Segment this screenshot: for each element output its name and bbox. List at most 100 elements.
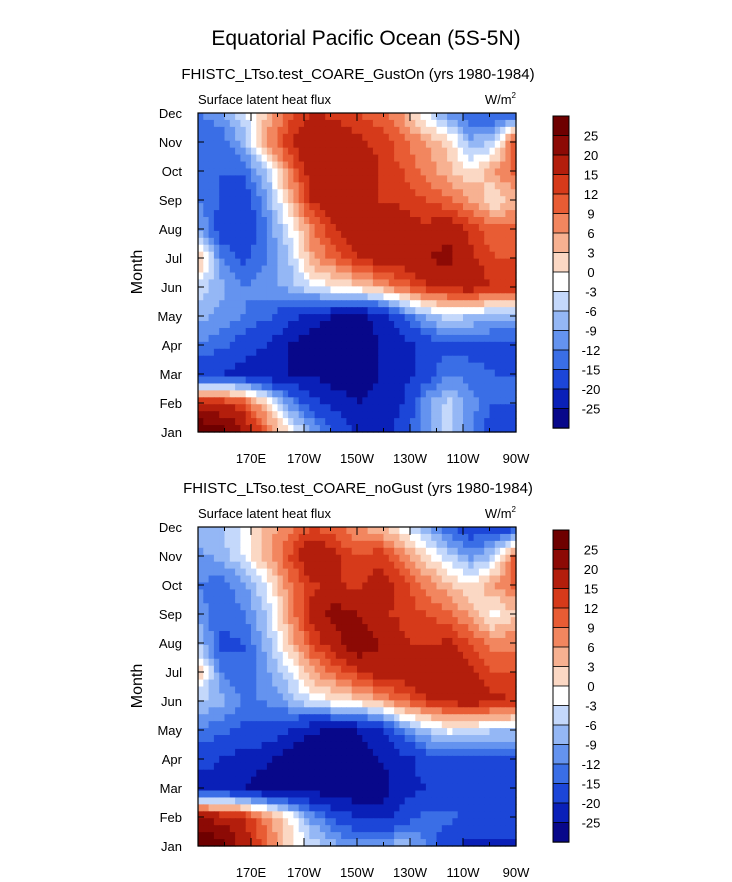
heatmap-cell xyxy=(388,658,395,667)
heatmap-cell xyxy=(240,741,247,750)
heatmap-cell xyxy=(240,651,247,660)
heatmap-cell xyxy=(351,126,358,135)
heatmap-cell xyxy=(372,411,379,419)
heatmap-cell xyxy=(357,223,363,232)
heatmap-cell xyxy=(394,223,400,232)
heatmap-cell xyxy=(229,265,236,274)
heatmap-cell xyxy=(489,596,496,604)
heatmap-cell xyxy=(468,327,475,336)
heatmap-cell xyxy=(245,644,252,653)
heatmap-cell xyxy=(425,596,432,604)
heatmap-cell xyxy=(478,721,485,729)
heatmap-cell xyxy=(198,390,204,398)
heatmap-cell xyxy=(277,637,284,646)
heatmap-cell xyxy=(229,376,236,385)
heatmap-cell xyxy=(404,610,411,618)
heatmap-cell xyxy=(298,527,305,535)
x-tick-label: 170W xyxy=(287,451,322,466)
heatmap-cell xyxy=(510,707,517,715)
heatmap-cell xyxy=(235,603,241,611)
heatmap-cell xyxy=(282,383,289,391)
heatmap-cell xyxy=(203,397,210,405)
heatmap-cell xyxy=(256,196,263,204)
heatmap-cell xyxy=(463,258,469,267)
heatmap-cell xyxy=(198,762,204,771)
heatmap-cell xyxy=(494,265,501,274)
heatmap-cell xyxy=(436,369,443,378)
heatmap-cell xyxy=(510,741,517,750)
heatmap-cell xyxy=(304,693,310,701)
heatmap-cell xyxy=(357,362,363,371)
heatmap-cell xyxy=(298,540,305,549)
heatmap-cell xyxy=(468,582,475,591)
heatmap-cell xyxy=(314,561,321,570)
heatmap-cell xyxy=(441,223,448,232)
heatmap-cell xyxy=(420,700,427,708)
heatmap-cell xyxy=(213,418,220,426)
heatmap-cell xyxy=(447,741,453,750)
heatmap-cell xyxy=(304,554,310,563)
heatmap-cell xyxy=(452,707,459,715)
heatmap-cell xyxy=(463,624,469,632)
heatmap-cell xyxy=(378,341,385,350)
heatmap-cell xyxy=(436,244,443,253)
heatmap-cell xyxy=(309,418,316,426)
heatmap-cell xyxy=(219,596,226,604)
heatmap-cell xyxy=(203,707,210,715)
heatmap-cell xyxy=(441,279,448,287)
y-axis-label: Month xyxy=(129,664,146,708)
heatmap-cell xyxy=(293,279,300,287)
heatmap-cell xyxy=(415,140,422,149)
heatmap-cell xyxy=(251,334,257,343)
heatmap-cell xyxy=(399,272,406,281)
heatmap-cell xyxy=(229,527,236,535)
heatmap-cell xyxy=(399,383,406,391)
heatmap-cell xyxy=(452,755,459,764)
heatmap-cell xyxy=(208,327,215,336)
heatmap-cell xyxy=(335,265,342,274)
heatmap-cell xyxy=(266,397,273,405)
heatmap-cell xyxy=(282,307,289,315)
heatmap-cell xyxy=(304,383,310,391)
heatmap-cell xyxy=(441,418,448,426)
heatmap-cell xyxy=(235,714,241,722)
heatmap-cell xyxy=(383,728,390,736)
heatmap-cell xyxy=(351,404,358,412)
heatmap-cell xyxy=(500,554,506,563)
heatmap-cell xyxy=(367,418,374,426)
heatmap-cell xyxy=(325,603,332,611)
heatmap-cell xyxy=(399,735,406,743)
heatmap-cell xyxy=(420,651,427,660)
heatmap-cell xyxy=(288,582,294,591)
heatmap-cell xyxy=(251,575,257,584)
heatmap-cell xyxy=(425,147,432,156)
heatmap-cell xyxy=(468,314,475,322)
heatmap-cell xyxy=(198,755,204,764)
heatmap-cell xyxy=(425,418,432,426)
heatmap-cell xyxy=(463,603,469,611)
heatmap-cell xyxy=(309,762,316,771)
heatmap-cell xyxy=(383,610,390,618)
heatmap-cell xyxy=(447,617,453,625)
heatmap-cell xyxy=(394,617,400,625)
heatmap-cell xyxy=(272,362,279,371)
heatmap-cell xyxy=(288,376,294,385)
heatmap-cell xyxy=(372,279,379,287)
heatmap-cell xyxy=(468,210,475,218)
heatmap-cell xyxy=(447,203,453,211)
heatmap-cell xyxy=(309,617,316,625)
heatmap-cell xyxy=(219,554,226,563)
heatmap-cell xyxy=(213,161,220,170)
heatmap-cell xyxy=(346,707,353,715)
heatmap-cell xyxy=(410,741,416,750)
heatmap-cell xyxy=(335,154,342,163)
heatmap-cell xyxy=(452,348,459,357)
heatmap-cell xyxy=(245,321,252,329)
heatmap-cell xyxy=(256,686,263,695)
heatmap-cell xyxy=(251,561,257,570)
heatmap-cell xyxy=(394,203,400,211)
heatmap-cell xyxy=(452,596,459,604)
heatmap-cell xyxy=(473,161,480,170)
heatmap-cell xyxy=(272,596,279,604)
heatmap-cell xyxy=(404,327,411,336)
